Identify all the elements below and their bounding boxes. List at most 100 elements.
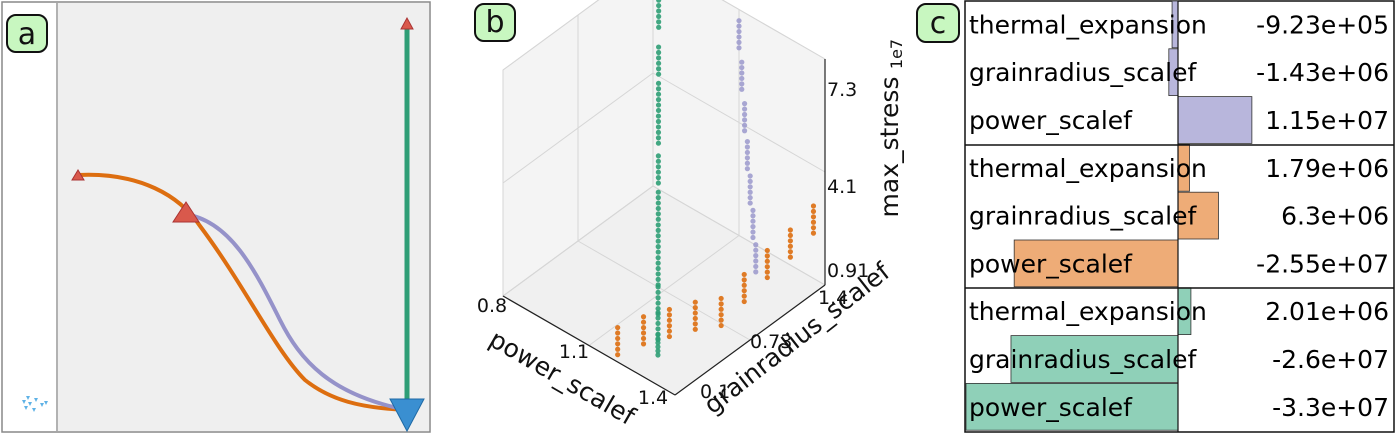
green-scatter-point [655, 255, 661, 261]
orange-scatter-point [615, 324, 621, 331]
orange-scatter-point [787, 254, 793, 260]
green-scatter-point [655, 80, 662, 86]
green-scatter-point [655, 91, 662, 97]
start-marker-large [172, 201, 200, 223]
green-scatter-point [655, 55, 662, 61]
feature-bar-chart: thermal_expansion -9.23e+05 grainradius_sc… [916, 0, 1395, 433]
orange-scatter-point [810, 219, 817, 225]
purple-scatter-point [739, 70, 745, 76]
green-scatter-point [655, 153, 661, 159]
feature-name: grainradius_scalef [969, 345, 1197, 374]
green-scatter-point [655, 118, 662, 125]
y-tick: 0.1 [700, 381, 730, 403]
purple-scatter-point [744, 166, 750, 172]
feature-bar [965, 382, 1179, 431]
green-scatter-point [655, 175, 661, 181]
panel-label-a: a [18, 17, 36, 52]
green-scatter-point [655, 227, 661, 233]
orange-scatter-point [615, 352, 621, 358]
purple-scatter-point [747, 195, 753, 201]
green-scatter-point [655, 276, 661, 282]
green-scatter-point [655, 244, 661, 250]
orange-scatter-point [741, 298, 747, 305]
scatter-3d-plot: 0.8 1.1 1.4 0.1 0.73 1.4 0.91 4.1 7.3 po… [474, 0, 906, 432]
orange-scatter-point [741, 271, 747, 278]
3d-points [615, 0, 817, 358]
purple-scatter-point [739, 59, 745, 65]
x-axis-ticks: 0.8 1.1 1.4 [477, 295, 668, 409]
green-scatter-point [655, 113, 662, 119]
purple-scatter-point [747, 173, 753, 179]
green-scatter-point [655, 315, 661, 321]
green-scatter-point [655, 348, 661, 354]
orange-scatter-point [640, 324, 647, 331]
feature-bar [1177, 191, 1219, 240]
feature-bar [1177, 96, 1253, 144]
green-scatter-point [655, 102, 662, 108]
feature-value: 6.3e+06 [1281, 202, 1389, 231]
green-scatter-point [655, 107, 662, 114]
orange-trajectory-line [77, 172, 408, 412]
green-scatter-point [655, 124, 662, 130]
z-axis-multiplier: 1e7 [887, 39, 906, 69]
orange-scatter-point [741, 282, 747, 288]
feature-name: grainradius_scalef [969, 202, 1197, 231]
x-tick: 1.1 [559, 341, 589, 363]
purple-scatter-point [747, 189, 753, 195]
purple-scatter-point [750, 207, 756, 213]
grid-line [502, 295, 676, 396]
green-scatter-point [656, 2, 662, 9]
green-scatter-point [655, 86, 662, 92]
green-scatter-point [655, 97, 662, 103]
green-scatter-point [656, 8, 662, 14]
green-scatter-point [655, 180, 661, 186]
orange-scatter-point [718, 317, 724, 323]
grid-line [652, 185, 826, 286]
grid-line [502, 0, 600, 71]
green-scatter-point [655, 216, 661, 222]
purple-scatter-point [741, 122, 748, 128]
panel-badge-a: a [6, 14, 48, 53]
feature-name: power_scalef [969, 393, 1133, 422]
green-scatter-point [655, 129, 662, 135]
orange-scatter-point [666, 306, 673, 313]
purple-scatter-point [741, 128, 748, 134]
orange-scatter-point [692, 326, 698, 332]
panel-b: 0.8 1.1 1.4 0.1 0.73 1.4 0.91 4.1 7.3 po… [440, 0, 910, 437]
orange-scatter-point [787, 249, 793, 255]
orange-scatter-point [692, 310, 698, 316]
orange-scatter-point [718, 295, 724, 302]
purple-scatter-point [750, 234, 756, 241]
3d-grid [502, 0, 826, 396]
orange-scatter-point [640, 330, 647, 336]
feature-name: power_scalef [969, 249, 1133, 278]
green-scatter-point [655, 44, 662, 50]
orange-scatter-point [787, 243, 793, 249]
green-scatter-point [655, 222, 661, 228]
orange-scatter-point [764, 253, 770, 259]
orange-scatter-point [666, 312, 673, 318]
green-scatter-point [655, 336, 661, 342]
green-scatter-point [655, 200, 661, 206]
orange-scatter-point [810, 208, 817, 215]
green-scatter-point [655, 320, 661, 327]
green-scatter-point [655, 265, 661, 272]
orange-scatter-point [640, 335, 647, 342]
purple-scatter-point [741, 101, 748, 107]
green-scatter-point [656, 13, 662, 20]
panel-badge-c: c [916, 3, 960, 43]
orange-scatter-point [615, 330, 621, 336]
orange-scatter-point [640, 341, 647, 347]
feature-value: -1.43e+06 [1256, 58, 1389, 87]
green-scatter-point [655, 332, 661, 338]
x-tick: 1.4 [638, 387, 668, 409]
green-scatter-point [655, 260, 661, 266]
feature-value: -3.3e+07 [1272, 393, 1389, 422]
purple-scatter-point [744, 155, 750, 161]
orange-scatter-point [764, 274, 770, 281]
start-marker-small [400, 16, 414, 30]
orange-scatter-point [666, 328, 673, 334]
green-scatter-point [655, 326, 661, 332]
green-scatter-point [655, 305, 661, 312]
panel-badge-b: b [474, 3, 516, 42]
